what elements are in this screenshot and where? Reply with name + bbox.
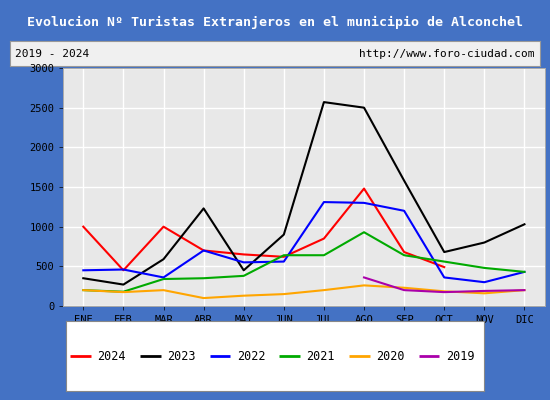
Text: 2023: 2023: [167, 350, 195, 363]
Text: 2019: 2019: [446, 350, 474, 363]
Text: 2021: 2021: [306, 350, 335, 363]
Text: http://www.foro-ciudad.com: http://www.foro-ciudad.com: [359, 49, 535, 59]
Text: 2020: 2020: [376, 350, 404, 363]
Text: 2019 - 2024: 2019 - 2024: [15, 49, 90, 59]
Text: 2022: 2022: [236, 350, 265, 363]
Text: 2024: 2024: [97, 350, 126, 363]
Text: Evolucion Nº Turistas Extranjeros en el municipio de Alconchel: Evolucion Nº Turistas Extranjeros en el …: [27, 16, 523, 28]
